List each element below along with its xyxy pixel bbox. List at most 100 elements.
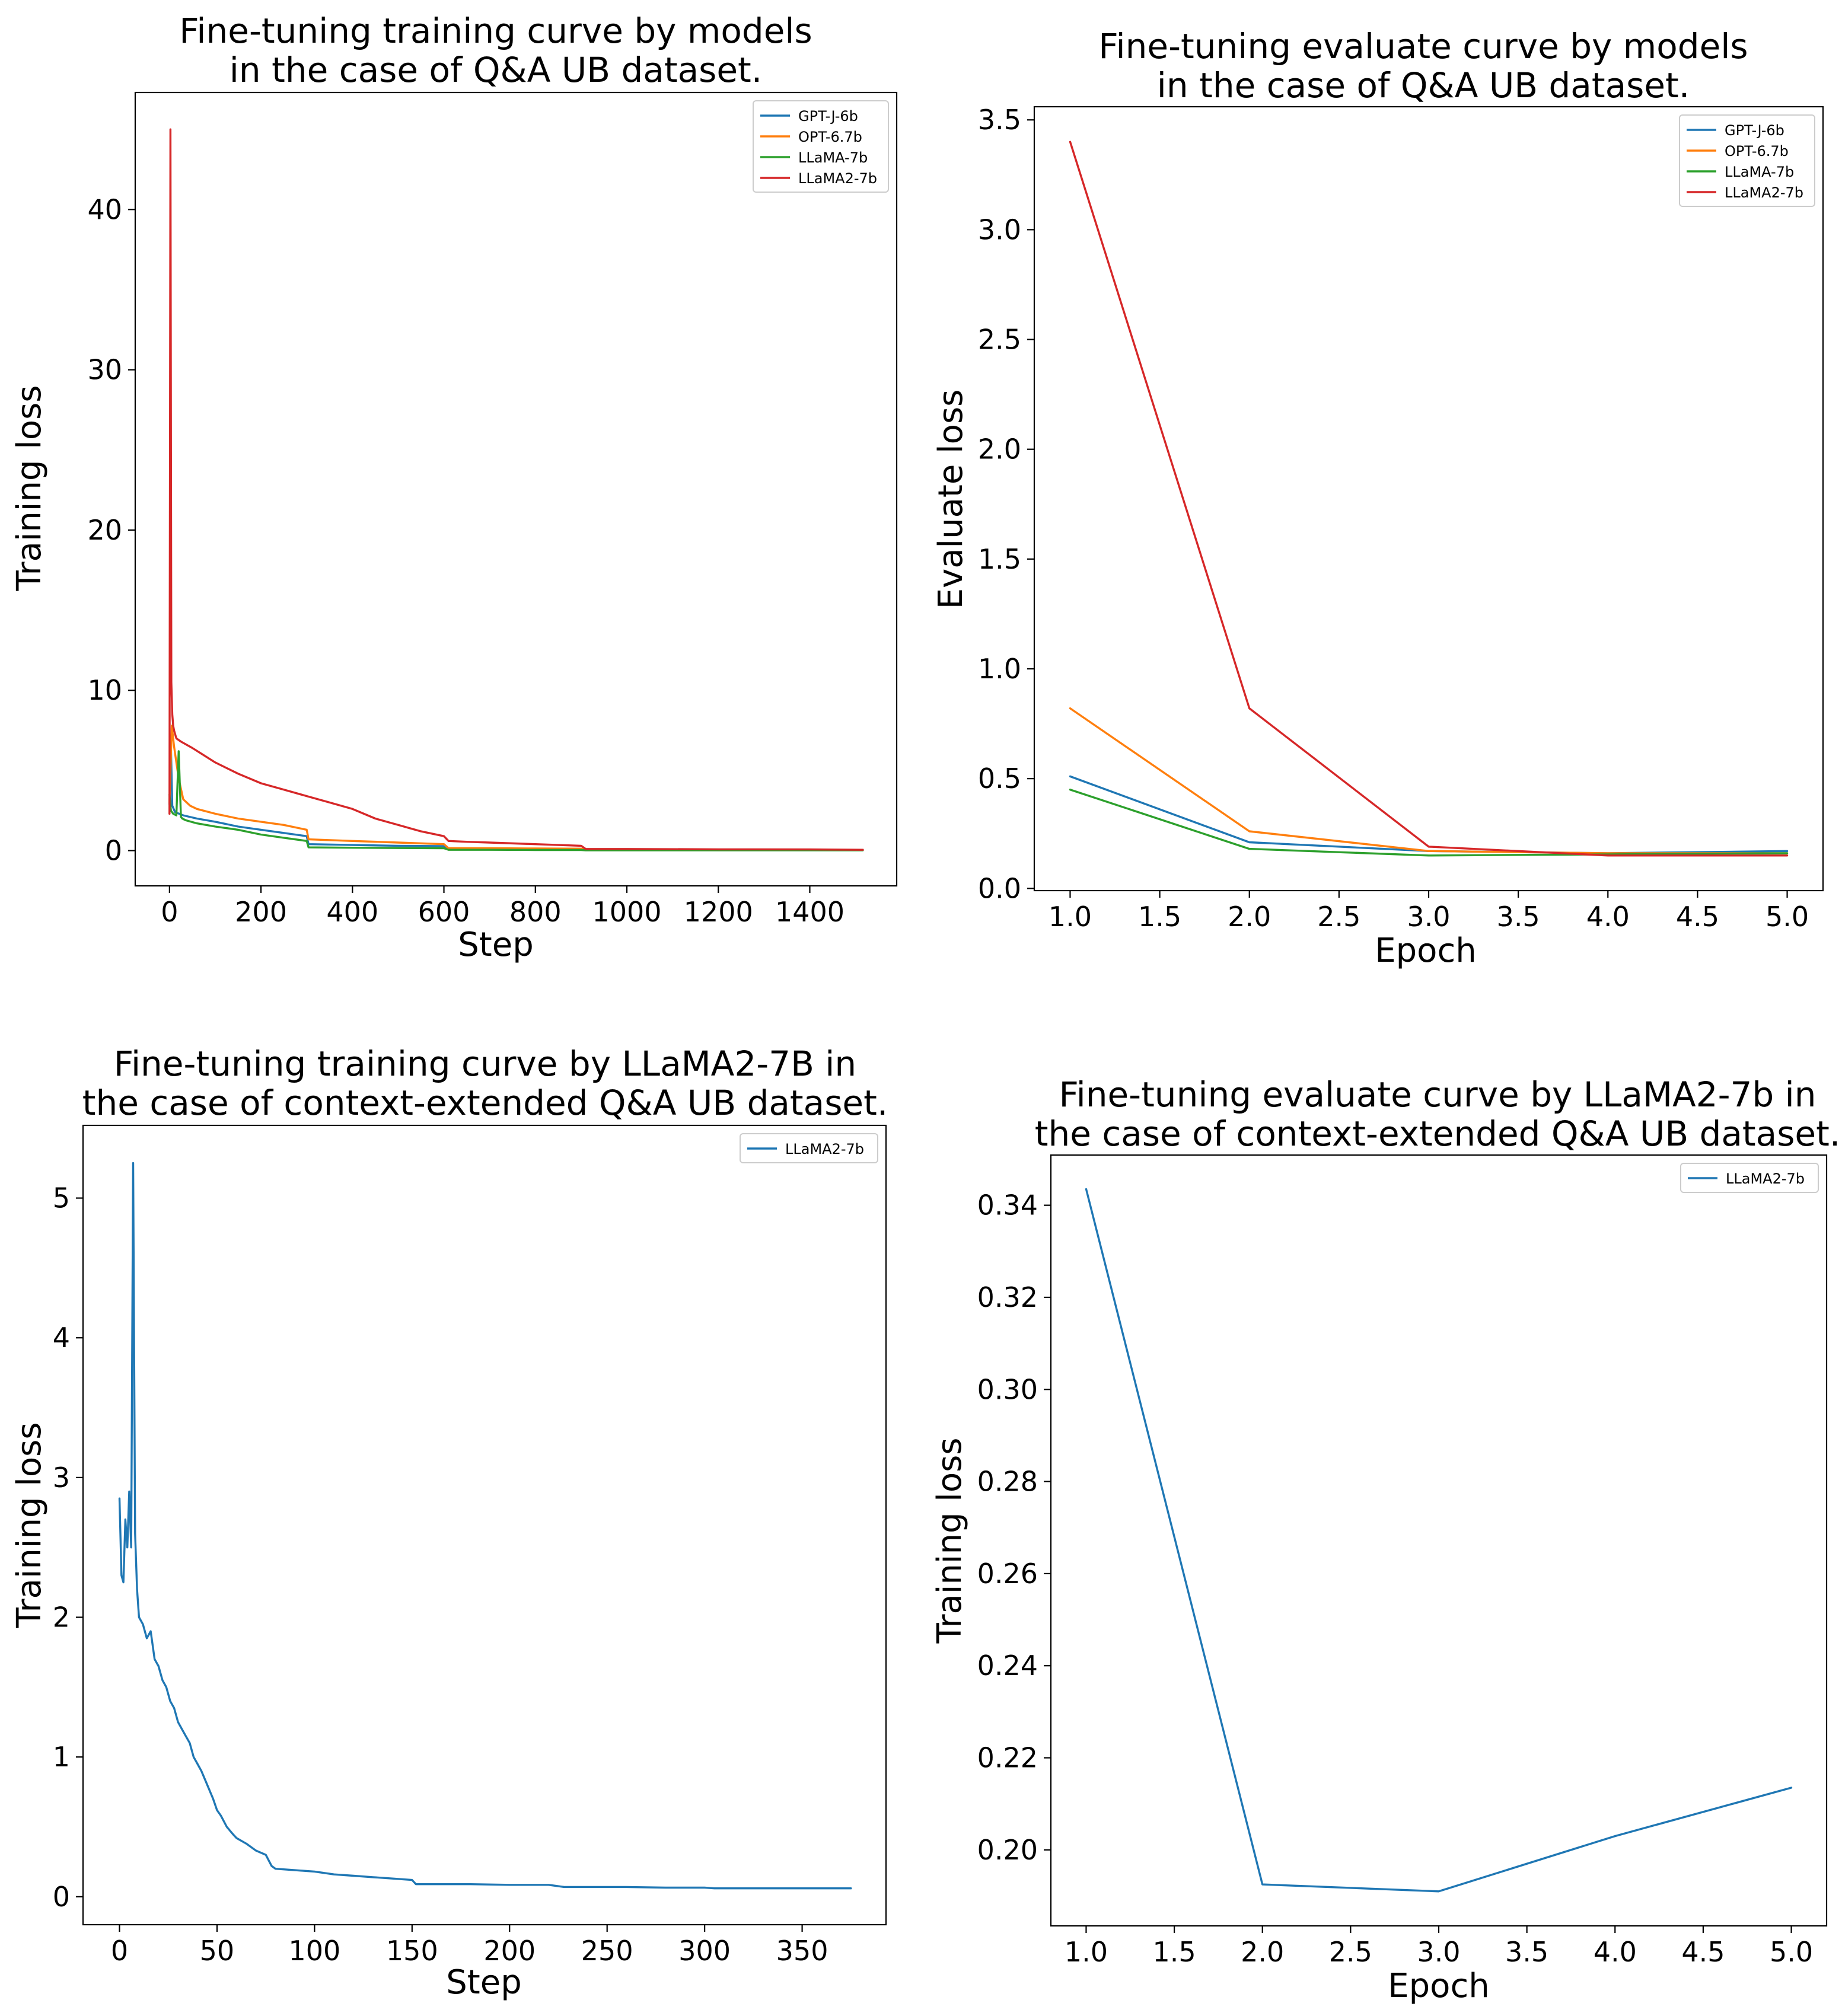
legend-label: GPT-J-6b	[798, 108, 858, 125]
axes-frame	[82, 1124, 887, 1926]
chart-title-line-1: Fine-tuning training curve by LLaMA2-7B …	[114, 1044, 856, 1084]
legend-label: LLaMA-7b	[798, 149, 868, 166]
x-tick-label: 3.0	[1417, 1936, 1460, 1968]
series-line-llama2-7b	[118, 1162, 852, 1890]
x-tick-label: 2.5	[1317, 901, 1360, 933]
x-tick-label: 50	[200, 1935, 235, 1967]
y-tick-label: 40	[87, 193, 122, 225]
x-axis-label: Step	[458, 926, 534, 964]
legend: GPT-J-6b OPT-6.7b LLaMA-7b LLaMA2-7b	[753, 100, 889, 193]
y-tick-label: 0.0	[978, 872, 1021, 904]
y-tick-label: 1.0	[978, 653, 1021, 685]
chart-training-context-extended: Fine-tuning training curve by LLaMA2-7B …	[10, 1044, 888, 2002]
y-tick-label: 3	[53, 1462, 70, 1494]
x-tick-label: 250	[581, 1935, 633, 1967]
series-line-llama2-7b	[1069, 141, 1789, 857]
chart-evaluate-by-models: Fine-tuning evaluate curve by models in …	[932, 26, 1824, 970]
y-tick-label: 0.30	[977, 1373, 1038, 1405]
x-tick-label: 0	[161, 896, 178, 928]
axes-frame	[134, 91, 898, 887]
series-line-llama2-7b	[168, 128, 864, 851]
x-tick-label: 1.5	[1138, 901, 1181, 933]
chart-title-line-2: in the case of Q&A UB dataset.	[1157, 65, 1690, 106]
y-tick-label: 20	[87, 514, 122, 546]
x-tick-label: 1.0	[1065, 1936, 1108, 1968]
legend-label: LLaMA2-7b	[1726, 1170, 1805, 1187]
legend-label: LLaMA2-7b	[1725, 184, 1803, 201]
x-tick-label: 0	[111, 1935, 128, 1967]
x-tick-label: 3.5	[1497, 901, 1540, 933]
y-axis-label: Training loss	[930, 1438, 969, 1644]
x-tick-label: 1400	[775, 896, 844, 928]
x-tick-label: 400	[326, 896, 378, 928]
x-tick-label: 800	[509, 896, 562, 928]
x-tick-label: 600	[418, 896, 470, 928]
x-axis-label: Epoch	[1375, 932, 1476, 970]
legend: LLaMA2-7b	[1680, 1163, 1819, 1193]
y-axis-label: Training loss	[10, 385, 49, 592]
x-tick-label: 3.5	[1505, 1936, 1548, 1968]
y-tick-label: 2.0	[978, 433, 1021, 465]
x-tick-label: 3.0	[1407, 901, 1450, 933]
x-tick-label: 150	[386, 1935, 438, 1967]
x-tick-label: 4.5	[1676, 901, 1719, 933]
legend: LLaMA2-7b	[740, 1133, 878, 1163]
legend-label: GPT-J-6b	[1725, 122, 1784, 139]
x-tick-label: 1000	[592, 896, 661, 928]
y-tick-label: 1.5	[978, 543, 1021, 575]
legend: GPT-J-6b OPT-6.7b LLaMA-7b LLaMA2-7b	[1679, 114, 1815, 207]
x-axis-label: Step	[446, 1963, 522, 2002]
x-tick-label: 200	[483, 1935, 536, 1967]
chart-title-line-1: Fine-tuning evaluate curve by models	[1098, 26, 1748, 66]
series-line-llama-7b	[168, 750, 864, 851]
y-tick-label: 3.0	[978, 213, 1021, 245]
legend-label: OPT-6.7b	[1725, 143, 1789, 160]
chart-training-by-models: Fine-tuning training curve by models in …	[10, 11, 898, 964]
y-tick-label: 0.24	[977, 1650, 1038, 1682]
y-tick-label: 5	[53, 1182, 70, 1214]
y-tick-label: 0.34	[977, 1189, 1038, 1221]
legend-box	[753, 100, 889, 193]
chart-evaluate-context-extended: Fine-tuning evaluate curve by LLaMA2-7b …	[930, 1074, 1840, 2005]
x-tick-label: 1200	[684, 896, 753, 928]
x-tick-label: 1.5	[1153, 1936, 1196, 1968]
y-tick-label: 0	[105, 835, 122, 867]
y-tick-label: 0.28	[977, 1466, 1038, 1498]
x-tick-label: 2.5	[1329, 1936, 1372, 1968]
series-line-llama2-7b	[1085, 1188, 1793, 1893]
series-group	[1085, 1188, 1793, 1893]
y-tick-label: 3.5	[978, 104, 1021, 136]
y-tick-label: 0.5	[978, 763, 1021, 795]
x-tick-label: 200	[235, 896, 287, 928]
series-line-llama-7b	[1069, 788, 1789, 857]
legend-box	[740, 1133, 878, 1163]
y-axis-label: Training loss	[10, 1422, 49, 1629]
y-tick-label: 0.22	[977, 1742, 1038, 1774]
legend-label: LLaMA2-7b	[785, 1141, 864, 1157]
y-tick-label: 0.26	[977, 1558, 1038, 1590]
x-tick-label: 1.0	[1049, 901, 1092, 933]
x-axis-label: Epoch	[1388, 1967, 1489, 2005]
x-tick-label: 350	[776, 1935, 828, 1967]
y-tick-label: 0.32	[977, 1281, 1038, 1313]
y-tick-label: 0	[53, 1881, 70, 1913]
legend-box	[1680, 1163, 1819, 1193]
y-tick-label: 2	[53, 1602, 70, 1634]
x-tick-label: 5.0	[1765, 901, 1809, 933]
x-tick-label: 4.5	[1681, 1936, 1725, 1968]
legend-label: LLaMA2-7b	[798, 170, 877, 187]
y-tick-label: 4	[53, 1322, 70, 1354]
x-tick-label: 4.0	[1586, 901, 1630, 933]
y-tick-label: 1	[53, 1741, 70, 1773]
chart-title-line-1: Fine-tuning training curve by models	[179, 11, 812, 51]
x-tick-label: 100	[288, 1935, 340, 1967]
y-axis-label: Evaluate loss	[932, 390, 970, 610]
x-tick-label: 2.0	[1228, 901, 1271, 933]
legend-label: OPT-6.7b	[798, 129, 862, 145]
y-tick-label: 0.20	[977, 1834, 1038, 1866]
y-tick-label: 2.5	[978, 324, 1021, 356]
x-tick-label: 2.0	[1241, 1936, 1284, 1968]
chart-title-line-2: the case of context-extended Q&A UB data…	[1035, 1114, 1841, 1154]
